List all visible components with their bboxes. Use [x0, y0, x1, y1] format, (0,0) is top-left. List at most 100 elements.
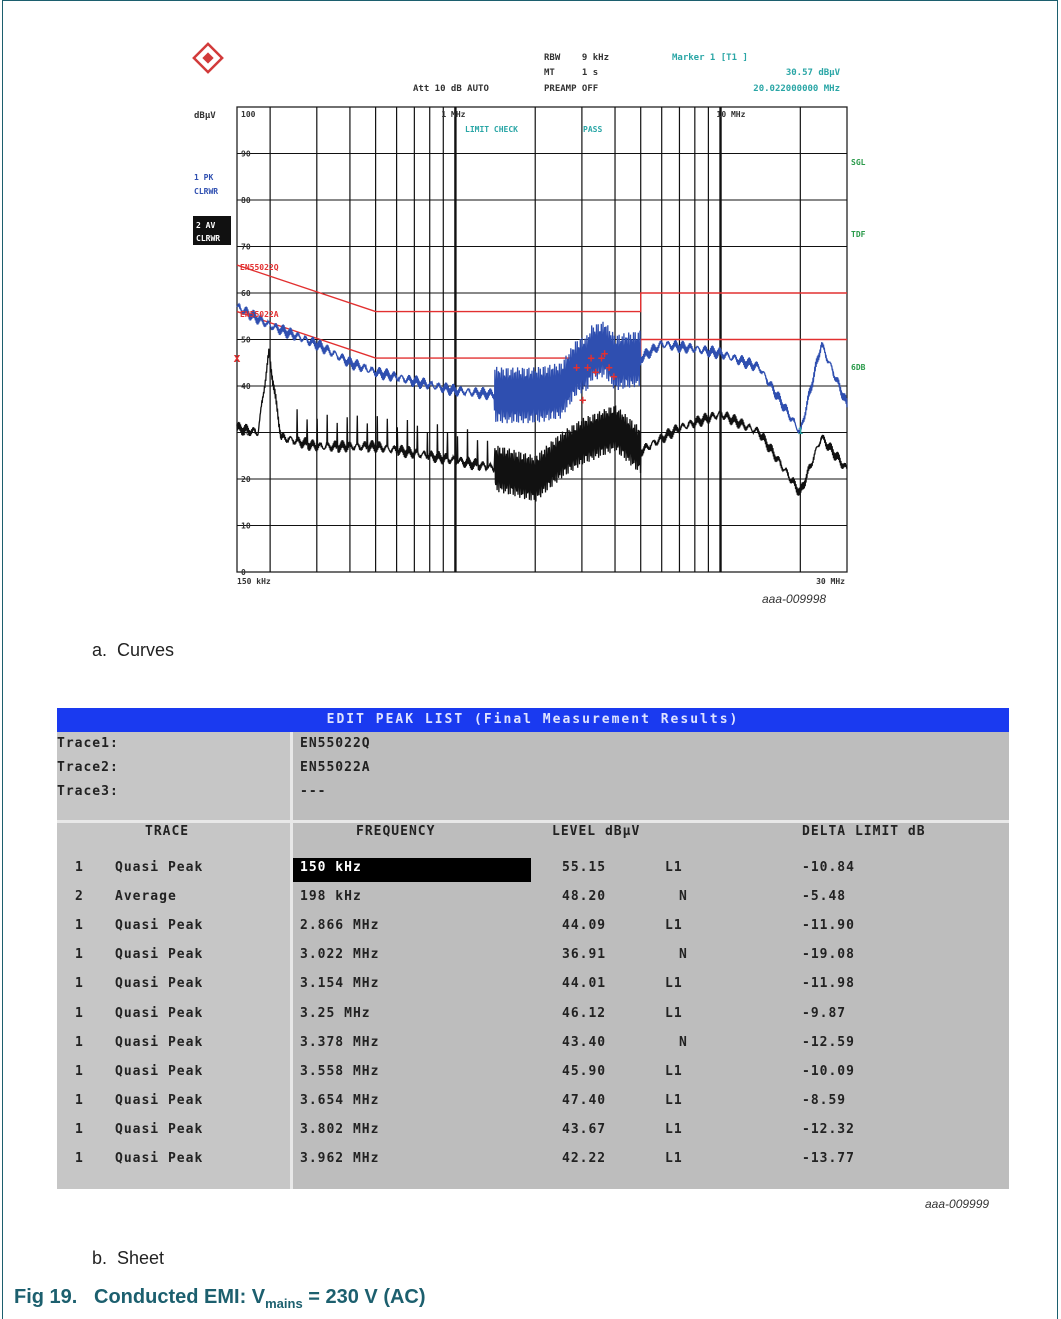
row-trace: 1 [75, 976, 84, 992]
peak-marker: + [579, 393, 586, 407]
emi-chart: RBW 9 kHz MT 1 s Att 10 dB AUTO PREAMP O… [192, 42, 866, 586]
row-line: L1 [665, 860, 683, 875]
figure-title-suffix: = 230 V (AC) [302, 1286, 426, 1308]
peak-list-title: EDIT PEAK LIST (Final Measurement Result… [57, 708, 1009, 732]
y-tick-label: 60 [241, 289, 251, 298]
row-trace: 1 [75, 1034, 84, 1050]
row-detector: Average [115, 889, 177, 905]
trace-value-2: EN55022A [300, 760, 371, 775]
trace-average [236, 348, 848, 502]
caption-sheet: b. Sheet [92, 1248, 165, 1268]
trace1-badge-line1: 1 PK [194, 173, 213, 182]
row-level: 46.12 [562, 1005, 607, 1021]
marker-level: 30.57 dBµV [786, 68, 841, 78]
column-divider [290, 732, 293, 1189]
row-line: N [679, 1034, 688, 1050]
y-tick-label: 70 [241, 243, 251, 252]
y-tick-label: 90 [241, 150, 251, 159]
row-delta: -12.59 [802, 1034, 855, 1050]
row-detector: Quasi Peak [115, 976, 204, 992]
right-label-6db: 6DB [851, 363, 866, 372]
x-label-start: 150 kHz [237, 577, 271, 586]
row-trace: 1 [75, 1005, 84, 1021]
row-detector: Quasi Peak [115, 1092, 204, 1108]
row-line: L1 [665, 1121, 683, 1137]
header-trace: TRACE [145, 824, 190, 839]
header-delta-limit: DELTA LIMIT dB [802, 824, 926, 839]
peak-list-sheet: EDIT PEAK LIST (Final Measurement Result… [57, 708, 1009, 1189]
row-trace: 1 [75, 918, 84, 934]
figure-title-sub: mains [265, 1296, 303, 1311]
pass-label: PASS [583, 125, 602, 134]
row-trace: 1 [75, 1092, 84, 1108]
row-trace: 2 [75, 889, 84, 905]
header-divider [57, 820, 1009, 823]
marker-1: 1 [798, 427, 803, 437]
row-line: N [679, 947, 688, 963]
row-frequency: 150 kHz [300, 860, 362, 875]
curves-code: aaa-009998 [762, 592, 827, 606]
trace-peak [236, 302, 848, 435]
limit-line-en55022q [236, 264, 847, 313]
peak-marker: + [573, 360, 580, 374]
trace2-badge-line1: 2 AV [196, 221, 215, 230]
row-frequency: 3.022 MHz [300, 947, 380, 963]
row-detector: Quasi Peak [115, 1034, 204, 1050]
row-delta: -9.87 [802, 1005, 847, 1021]
y-tick-label: 10 [241, 522, 251, 531]
rbw-label: RBW 9 kHz [544, 53, 609, 63]
trace1-badge-line2: CLRWR [194, 187, 218, 196]
peak-marker: + [592, 365, 599, 379]
y-tick-label: 80 [241, 196, 251, 205]
row-delta: -19.08 [802, 947, 855, 963]
rs-logo [192, 42, 224, 74]
figure-title: Fig 19. Conducted EMI: Vmains = 230 V (A… [14, 1286, 426, 1311]
row-level: 48.20 [562, 889, 607, 905]
grid [237, 107, 847, 572]
limit-check-label: LIMIT CHECK [465, 125, 518, 134]
peak-marker: + [610, 370, 617, 384]
row-level: 42.22 [562, 1151, 607, 1166]
traces [236, 302, 848, 502]
row-detector: Quasi Peak [115, 1151, 204, 1166]
caption-curves: a. Curves [92, 640, 175, 660]
att-label: Att 10 dB AUTO [413, 84, 489, 94]
trace-label-3: Trace3: [57, 784, 119, 799]
y-tick-label: 30 [241, 429, 251, 438]
row-line: L1 [665, 918, 683, 934]
row-frequency: 198 kHz [300, 889, 362, 905]
row-delta: -12.32 [802, 1121, 855, 1137]
row-detector: Quasi Peak [115, 860, 204, 875]
x-label-10mhz: 10 MHz [717, 110, 746, 119]
y-tick-label: 0 [241, 568, 246, 577]
trace-label-1: Trace1: [57, 736, 119, 751]
marker-label: Marker 1 [T1 ] [672, 53, 748, 63]
row-trace: 1 [75, 947, 84, 963]
row-line: L1 [665, 976, 683, 992]
row-frequency: 3.154 MHz [300, 976, 380, 992]
row-detector: Quasi Peak [115, 1121, 204, 1137]
selected-cell[interactable] [293, 858, 531, 882]
y-tick-label: 50 [241, 336, 251, 345]
row-delta: -8.59 [802, 1092, 847, 1108]
row-delta: -13.77 [802, 1151, 855, 1166]
row-frequency: 3.654 MHz [300, 1092, 380, 1108]
row-level: 47.40 [562, 1092, 607, 1108]
row-trace: 1 [75, 1121, 84, 1137]
row-level: 55.15 [562, 860, 607, 875]
row-delta: -11.90 [802, 918, 855, 934]
trace2-badge-line2: CLRWR [196, 234, 220, 243]
y-tick-label: 100 [241, 110, 256, 119]
trace-label-2: Trace2: [57, 760, 119, 775]
y-axis-unit: dBµV [194, 111, 216, 121]
row-detector: Quasi Peak [115, 1005, 204, 1021]
mt-label: MT 1 s [544, 68, 598, 78]
row-frequency: 3.378 MHz [300, 1034, 380, 1050]
row-line: N [679, 889, 688, 905]
row-delta: -5.48 [802, 889, 847, 905]
peak-marker: + [601, 346, 608, 360]
marker-freq: 20.022000000 MHz [753, 84, 840, 94]
trace-value-1: EN55022Q [300, 736, 371, 751]
